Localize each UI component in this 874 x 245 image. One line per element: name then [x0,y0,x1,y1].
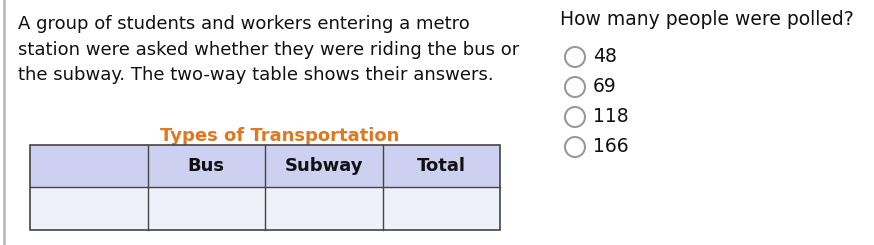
Bar [30,145,500,187]
Text: Subway: Subway [285,157,363,175]
Text: Bus: Bus [188,157,225,175]
Ellipse shape [565,107,585,127]
Text: How many people were polled?: How many people were polled? [560,10,854,29]
Text: Total: Total [417,157,466,175]
Bar [30,145,500,230]
Ellipse shape [565,77,585,97]
Ellipse shape [565,47,585,67]
Text: 166: 166 [593,137,628,157]
Text: 118: 118 [593,108,628,126]
Text: Types of Transportation: Types of Transportation [160,127,399,145]
Text: 69: 69 [593,77,617,97]
Bar [30,187,500,230]
Ellipse shape [565,137,585,157]
Text: 48: 48 [593,48,617,66]
Text: A group of students and workers entering a metro
station were asked whether they: A group of students and workers entering… [18,15,519,84]
